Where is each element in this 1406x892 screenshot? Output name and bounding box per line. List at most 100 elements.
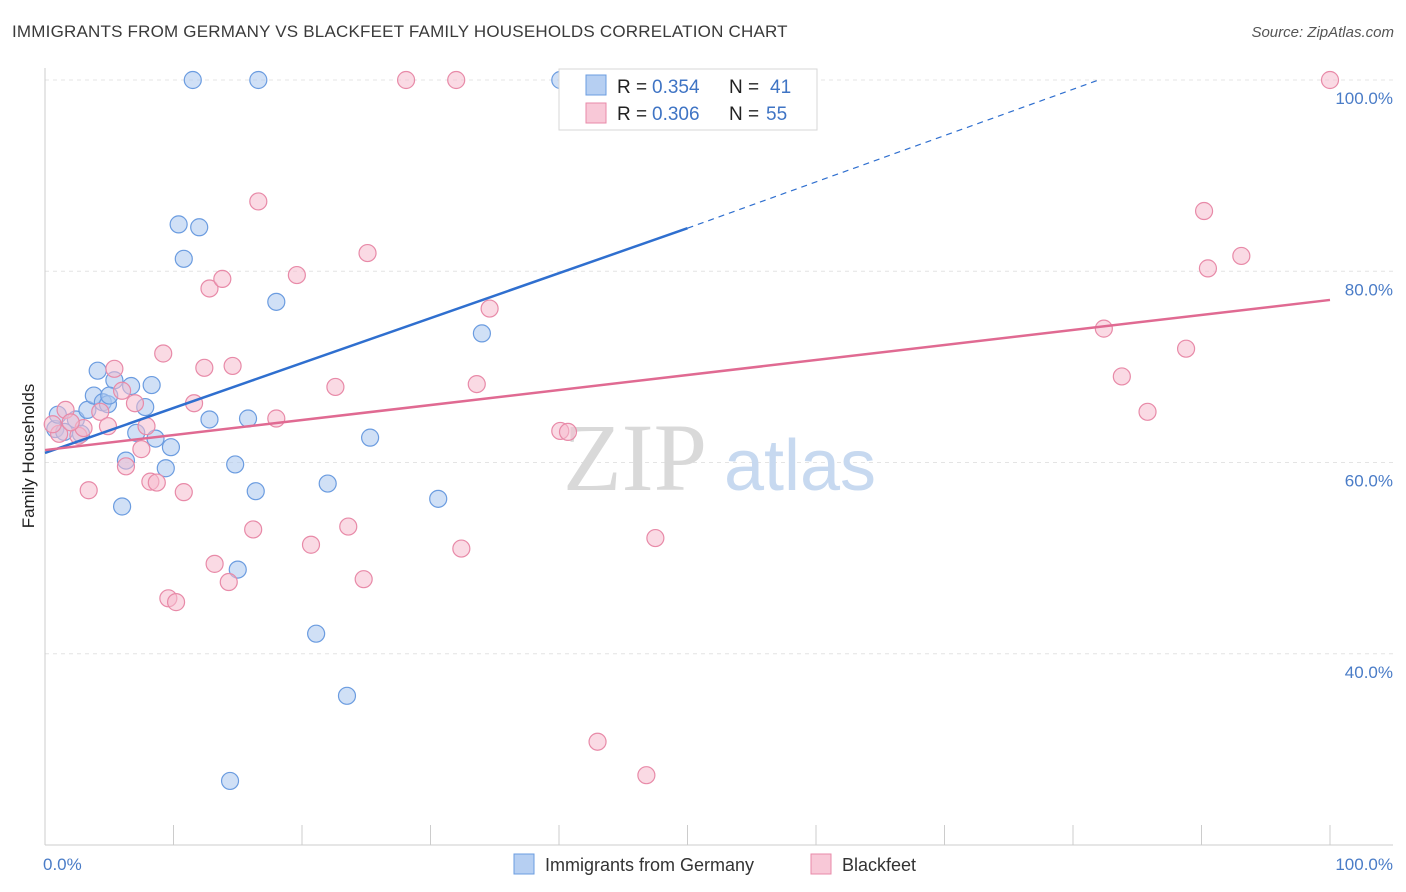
germany-point-18: [161, 438, 181, 457]
germany-point-26: [228, 560, 247, 579]
germany-point-25: [226, 455, 245, 474]
blackfeet-point-25: [223, 356, 242, 376]
germany-point-36: [472, 324, 491, 343]
blackfeet-point-30: [301, 535, 321, 554]
blackfeet-point-27: [249, 192, 268, 211]
y-tick-label-0: 40.0%: [1345, 663, 1393, 682]
blackfeet-point-37: [452, 539, 471, 558]
blackfeet-point-42: [588, 732, 607, 751]
blackfeet-point-15: [154, 344, 173, 363]
trend-lines: [44, 79, 1331, 455]
stats-r-value-blackfeet: 0.306: [652, 104, 700, 125]
blackfeet-point-50: [1198, 259, 1218, 278]
blackfeet-point-41: [558, 422, 578, 441]
blackfeet-point-9: [116, 457, 136, 476]
stats-n-value-blackfeet: 55: [766, 104, 787, 125]
stats-swatch-germany: [585, 74, 607, 96]
blackfeet-point-11: [132, 440, 151, 459]
germany-point-10: [112, 497, 132, 516]
stats-swatch-blackfeet: [585, 102, 607, 124]
blackfeet-point-7: [105, 359, 124, 378]
germany-point-35: [429, 489, 448, 508]
stats-r-label-germany: R =: [617, 77, 647, 98]
blackfeet-trend-line: [44, 298, 1331, 452]
germany-trend-line: [44, 227, 688, 455]
blackfeet-point-43: [637, 766, 656, 785]
blackfeet-point-51: [1232, 246, 1251, 266]
legend-swatch-blackfeet: [810, 853, 832, 875]
blackfeet-point-31: [326, 377, 345, 397]
y-tick-label-3: 100.0%: [1335, 89, 1393, 108]
stats-legend: R = 0.354 N = 41 R = 0.306 N = 55: [558, 68, 818, 131]
source-label: Source: ZipAtlas.com: [1251, 24, 1394, 41]
germany-point-34: [361, 428, 380, 447]
stats-n-value-germany: 41: [770, 77, 791, 98]
blackfeet-point-21: [200, 279, 219, 298]
blackfeet-point-35: [396, 70, 416, 90]
blackfeet-point-39: [480, 299, 499, 318]
stats-n-label-blackfeet: N =: [729, 104, 759, 125]
legend-label-blackfeet: Blackfeet: [842, 855, 916, 875]
germany-point-6: [88, 361, 107, 380]
y-axis-label: Family Households: [19, 384, 38, 529]
watermark-zip: ZIP: [563, 404, 707, 511]
stats-r-value-germany: 0.354: [652, 77, 700, 98]
blackfeet-point-54: [61, 413, 80, 432]
data-points: [43, 70, 1340, 791]
watermark: ZIP atlas: [563, 404, 876, 511]
germany-point-31: [307, 624, 326, 643]
germany-point-15: [142, 375, 161, 395]
germany-point-17: [156, 459, 175, 478]
germany-point-28: [246, 482, 265, 501]
blackfeet-point-46: [1112, 367, 1131, 386]
blackfeet-point-24: [219, 572, 238, 592]
blackfeet-point-34: [358, 243, 377, 263]
watermark-atlas: atlas: [724, 426, 876, 506]
blackfeet-point-32: [339, 517, 358, 536]
germany-point-19: [169, 215, 188, 234]
grid-lines: [45, 79, 1393, 655]
blackfeet-point-18: [174, 483, 193, 502]
blackfeet-point-53: [43, 415, 62, 434]
x-tick-label-0: 0.0%: [43, 855, 82, 874]
germany-point-29: [249, 70, 268, 90]
germany-point-32: [318, 474, 337, 493]
chart-title: IMMIGRANTS FROM GERMANY VS BLACKFEET FAM…: [12, 22, 788, 41]
germany-point-20: [174, 249, 193, 268]
germany-trend-extension: [687, 79, 1099, 229]
legend-label-germany: Immigrants from Germany: [545, 855, 754, 875]
blackfeet-point-14: [147, 473, 166, 492]
blackfeet-point-38: [467, 374, 486, 394]
blackfeet-point-26: [244, 520, 263, 539]
blackfeet-point-52: [1320, 70, 1340, 90]
germany-point-23: [200, 410, 219, 429]
blackfeet-point-5: [91, 402, 110, 421]
axes: [44, 68, 1393, 846]
germany-point-22: [190, 218, 209, 237]
blackfeet-point-22: [205, 554, 224, 573]
blackfeet-point-49: [1194, 201, 1214, 221]
blackfeet-point-36: [447, 70, 466, 90]
y-tick-label-1: 60.0%: [1345, 472, 1393, 491]
blackfeet-point-10: [125, 394, 145, 413]
blackfeet-point-23: [213, 269, 232, 288]
blackfeet-point-29: [287, 265, 306, 285]
blackfeet-point-17: [166, 593, 186, 612]
blackfeet-point-8: [112, 381, 132, 400]
y-tick-labels: 40.0% 60.0% 80.0% 100.0%: [1335, 89, 1393, 682]
x-tick-labels: 0.0% 100.0%: [43, 855, 1393, 874]
series-legend: Immigrants from Germany Blackfeet: [513, 853, 916, 875]
blackfeet-point-20: [195, 358, 214, 377]
germany-point-33: [337, 686, 357, 705]
germany-point-24: [220, 771, 240, 791]
stats-n-label-germany: N =: [729, 77, 759, 98]
blackfeet-point-48: [1176, 339, 1196, 358]
stats-r-label-blackfeet: R =: [617, 104, 647, 125]
germany-point-21: [183, 70, 202, 90]
blackfeet-point-45: [1094, 319, 1113, 338]
blackfeet-point-33: [354, 570, 373, 589]
germany-point-30: [267, 292, 286, 311]
y-tick-label-2: 80.0%: [1345, 280, 1393, 299]
blackfeet-point-4: [79, 481, 98, 500]
